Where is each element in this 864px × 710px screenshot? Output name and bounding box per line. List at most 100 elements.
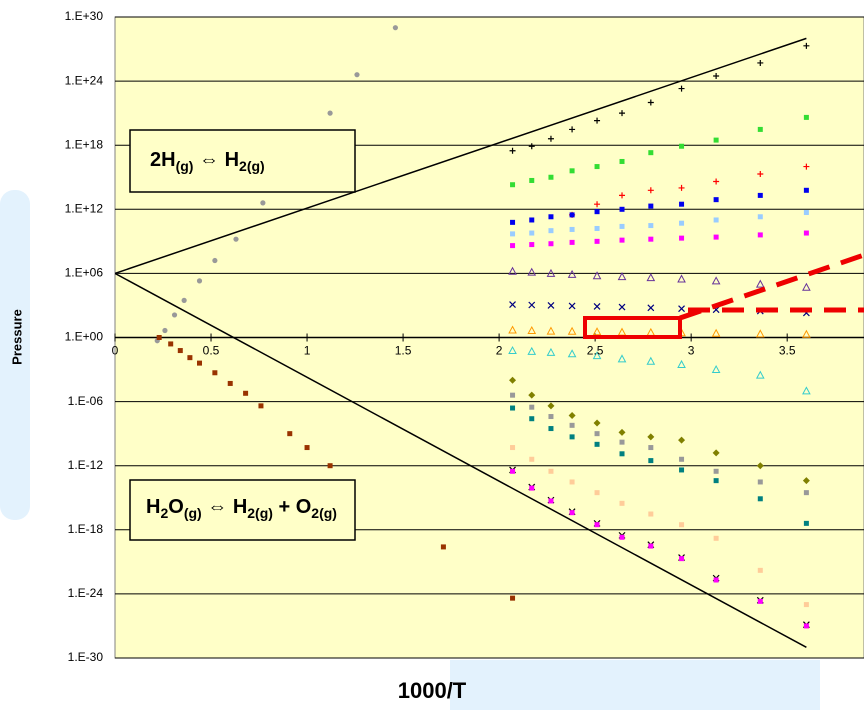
x-tick-label: 1.5 (395, 344, 412, 358)
point (711, 276, 721, 285)
point (757, 126, 763, 132)
point (168, 341, 174, 347)
point (593, 303, 601, 310)
point (803, 210, 809, 216)
point (212, 257, 218, 264)
y-tick-label: 1.E+24 (65, 73, 104, 87)
point (646, 356, 656, 365)
annotation-part: ⇔ H (193, 149, 239, 171)
point (548, 174, 554, 180)
point (679, 467, 685, 473)
point (508, 325, 517, 334)
trend-line (115, 37, 807, 275)
point (510, 231, 516, 237)
point (548, 414, 554, 420)
x-tick-label: 0 (112, 344, 119, 358)
point (510, 392, 516, 398)
point (617, 354, 627, 363)
x-tick-label: 2 (496, 344, 503, 358)
point (679, 201, 685, 207)
point (548, 426, 554, 432)
point (528, 301, 536, 309)
annotation-part: (g) (176, 158, 194, 174)
highlight-box (583, 316, 682, 339)
point (713, 468, 719, 474)
point (510, 219, 516, 225)
point (594, 490, 600, 496)
point (618, 428, 626, 436)
point (548, 241, 554, 247)
point (181, 297, 187, 303)
point (527, 267, 537, 276)
point (648, 223, 654, 229)
point (677, 274, 686, 283)
point (510, 182, 516, 188)
point (677, 359, 686, 368)
point (713, 217, 719, 223)
x-tick-label: 1 (304, 344, 311, 358)
y-tick-label: 1.E+00 (65, 330, 104, 344)
point (678, 305, 685, 313)
point (679, 143, 685, 149)
x-tick-label: 3 (688, 344, 695, 358)
point (548, 498, 554, 504)
point (509, 301, 516, 309)
point (233, 236, 239, 242)
point (803, 230, 809, 236)
point (327, 463, 333, 469)
point (592, 351, 602, 360)
point (647, 99, 654, 106)
background-shape (450, 660, 820, 710)
point (527, 325, 537, 335)
background-shape (0, 190, 30, 520)
point (569, 239, 575, 245)
point (803, 114, 809, 120)
point (529, 456, 535, 462)
point (712, 449, 720, 457)
annotation-part: 2(g) (247, 505, 273, 521)
point (678, 85, 685, 92)
point (648, 458, 654, 464)
point (508, 266, 517, 275)
point (593, 419, 601, 427)
y-tick-label: 1.E+30 (65, 9, 104, 23)
point (594, 522, 600, 528)
point (646, 273, 656, 282)
point (569, 226, 575, 232)
point (619, 110, 626, 117)
point (619, 192, 626, 199)
point (594, 164, 600, 170)
point (327, 110, 333, 116)
point (713, 478, 719, 484)
point (569, 510, 575, 516)
point (304, 445, 310, 451)
point (756, 462, 764, 470)
point (619, 500, 625, 506)
point (755, 329, 765, 338)
point (569, 479, 575, 485)
point (212, 370, 218, 376)
point (755, 370, 765, 379)
point (617, 272, 627, 281)
point (547, 135, 554, 142)
point (757, 232, 763, 238)
annotation-box (129, 479, 356, 541)
point (509, 376, 517, 384)
point (354, 72, 360, 78)
y-tick-label: 1.E-12 (68, 458, 104, 472)
y-axis-label: Pressure (9, 309, 24, 365)
point (567, 326, 577, 335)
point (156, 335, 162, 340)
point (529, 404, 535, 410)
point (619, 439, 625, 445)
point (162, 327, 168, 334)
point (803, 520, 809, 526)
point (440, 544, 446, 550)
point (713, 197, 719, 203)
x-tick-label: 3.5 (779, 344, 796, 358)
point (548, 214, 554, 220)
point (803, 490, 809, 496)
point (227, 380, 233, 386)
point (618, 303, 626, 311)
